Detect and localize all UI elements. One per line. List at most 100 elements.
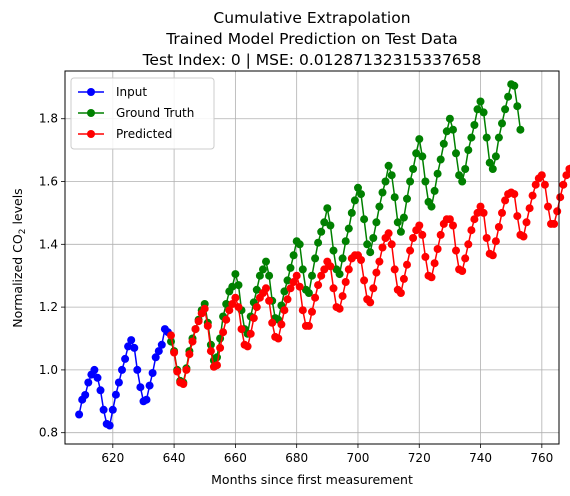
data-point-predicted: [237, 325, 246, 334]
data-point-ground-truth: [375, 202, 384, 211]
legend-marker-ground-truth: [87, 109, 95, 117]
data-point-ground-truth: [513, 102, 522, 111]
data-point-ground-truth: [295, 240, 304, 249]
data-point-predicted: [476, 202, 485, 211]
data-point-predicted: [550, 219, 559, 228]
data-point-ground-truth: [350, 196, 359, 205]
data-point-ground-truth: [516, 125, 525, 134]
data-point-predicted: [531, 180, 540, 189]
data-point-predicted: [409, 234, 418, 242]
data-point-predicted: [225, 306, 234, 315]
data-point-ground-truth: [228, 282, 237, 291]
data-point-predicted: [537, 171, 546, 180]
data-point-ground-truth: [335, 270, 344, 279]
data-point-predicted: [213, 361, 221, 370]
data-point-predicted: [265, 296, 274, 305]
data-point-predicted: [464, 240, 473, 249]
data-point-predicted: [396, 289, 405, 297]
data-point-ground-truth: [482, 133, 491, 142]
data-point-predicted: [498, 208, 506, 217]
data-point-ground-truth: [338, 254, 347, 263]
data-point-ground-truth: [357, 190, 365, 199]
data-point-ground-truth: [430, 186, 439, 195]
data-point-predicted: [179, 380, 188, 388]
data-point-input: [105, 421, 114, 430]
data-point-ground-truth: [473, 105, 482, 114]
data-point-ground-truth: [283, 276, 292, 285]
data-point-predicted: [375, 257, 384, 266]
y-tick-label: 1.0: [39, 363, 58, 377]
data-point-input: [96, 386, 105, 395]
data-point-ground-truth: [409, 165, 418, 173]
data-point-predicted: [525, 204, 534, 213]
data-point-ground-truth: [467, 133, 476, 142]
data-point-predicted: [559, 180, 568, 189]
data-point-predicted: [488, 251, 497, 260]
data-point-predicted: [216, 343, 225, 352]
data-point-ground-truth: [262, 257, 270, 266]
data-point-predicted: [182, 365, 191, 374]
data-point-predicted: [311, 293, 320, 302]
data-point-ground-truth: [298, 265, 307, 274]
data-point-ground-truth: [314, 238, 323, 247]
data-point-ground-truth: [265, 271, 274, 280]
data-point-input: [84, 378, 93, 387]
data-point-ground-truth: [418, 152, 427, 161]
data-point-input: [130, 343, 139, 352]
data-point-ground-truth: [455, 171, 464, 180]
y-axis-label-subscript: 2: [18, 229, 28, 235]
legend: Input Ground Truth Predicted: [70, 77, 215, 150]
data-point-ground-truth: [510, 81, 519, 90]
data-point-input: [124, 342, 133, 351]
data-point-ground-truth: [488, 165, 497, 173]
data-point-predicted: [430, 259, 439, 268]
data-point-predicted: [308, 307, 316, 316]
data-point-ground-truth: [452, 149, 460, 158]
data-point-ground-truth: [289, 251, 298, 260]
data-point-ground-truth: [442, 127, 451, 136]
data-point-input: [154, 347, 163, 356]
x-tick-label: 620: [101, 451, 124, 465]
data-point-ground-truth: [304, 289, 313, 297]
series-ground-truth: [167, 80, 525, 387]
data-point-predicted: [304, 321, 313, 330]
data-point-ground-truth: [412, 149, 421, 158]
legend-marker-input: [87, 88, 95, 96]
data-point-predicted: [203, 321, 212, 330]
series-layer: [75, 80, 570, 430]
data-point-ground-truth: [396, 227, 405, 236]
data-point-predicted: [200, 304, 209, 313]
data-point-predicted: [283, 295, 292, 304]
data-point-input: [148, 369, 157, 377]
data-point-predicted: [357, 256, 365, 264]
data-point-predicted: [228, 300, 237, 308]
legend-item-ground-truth: Ground Truth: [78, 106, 194, 120]
data-point-predicted: [415, 221, 424, 230]
data-point-predicted: [194, 317, 203, 326]
data-point-predicted: [406, 246, 415, 255]
data-point-input: [114, 378, 123, 387]
axis-ticks: 620 640 660 680 700 720 740 760 0.8 1.0 1.2 1.4 1.6 1…: [39, 112, 553, 465]
data-point-predicted: [206, 347, 215, 356]
x-axis-label: Months since first measurement: [211, 472, 413, 487]
data-point-ground-truth: [403, 194, 411, 203]
data-point-ground-truth: [384, 161, 393, 170]
data-point-predicted: [501, 196, 510, 205]
data-point-predicted: [234, 303, 243, 312]
data-point-ground-truth: [458, 177, 467, 186]
data-point-ground-truth: [390, 193, 399, 202]
data-point-ground-truth: [378, 188, 387, 197]
data-point-ground-truth: [504, 92, 513, 101]
legend-label-ground-truth: Ground Truth: [116, 106, 194, 120]
plot-frame: [64, 70, 560, 445]
data-point-predicted: [289, 278, 298, 286]
data-point-predicted: [262, 284, 270, 293]
data-point-predicted: [295, 282, 304, 291]
data-point-input: [99, 405, 108, 414]
data-point-ground-truth: [436, 155, 445, 164]
data-point-predicted: [479, 208, 488, 217]
x-tick-label: 700: [347, 451, 370, 465]
data-point-ground-truth: [252, 285, 261, 294]
data-point-predicted: [369, 284, 378, 293]
data-point-ground-truth: [445, 114, 454, 123]
